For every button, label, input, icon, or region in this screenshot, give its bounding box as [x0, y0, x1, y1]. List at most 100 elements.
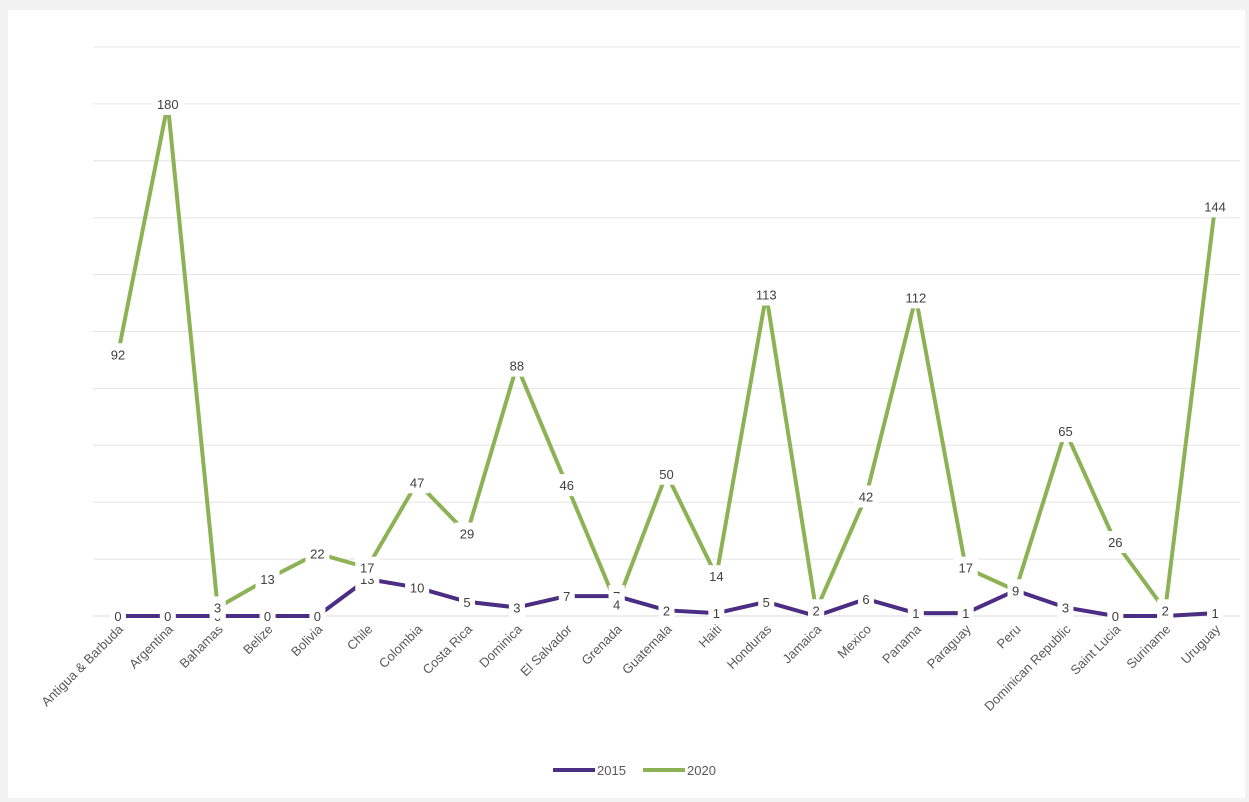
data-label-box: [459, 590, 476, 613]
data-label: 10: [405, 576, 430, 599]
data-label-text: 0: [114, 609, 121, 624]
data-label-text: 29: [460, 526, 474, 541]
x-axis: Antigua & Barbuda Argentina Bahamas Belize B…: [38, 621, 1223, 714]
data-label-text: 10: [410, 581, 424, 596]
data-label: 144: [1199, 195, 1232, 218]
data-label-text: 22: [310, 546, 324, 561]
x-tick-label: Grenada: [578, 621, 625, 668]
series-lines: [115, 101, 1218, 618]
data-label-box: [708, 602, 725, 625]
data-label-text: 0: [164, 609, 171, 624]
data-label-text: 2: [1162, 603, 1169, 618]
x-tick-label: Dominican Republic: [981, 621, 1074, 714]
data-label-text: 46: [560, 478, 574, 493]
legend-item-2020: 2020: [643, 763, 716, 778]
data-label-box: [1207, 602, 1224, 625]
x-tick-label: Peru: [994, 622, 1024, 652]
data-label-box: [405, 576, 430, 599]
data-label-box: [750, 283, 783, 306]
data-label: 47: [405, 471, 430, 494]
x-tick-label: Argentina: [126, 621, 177, 672]
data-label-text: 13: [260, 572, 274, 587]
chart-card: Antigua & Barbuda Argentina Bahamas Belize B…: [8, 10, 1245, 798]
data-label-text: 113: [756, 288, 777, 303]
data-label: 42: [853, 485, 878, 508]
series-line-2020: [115, 101, 1218, 613]
data-label-text: 7: [563, 589, 570, 604]
data-label: 7: [558, 585, 575, 608]
line-chart: Antigua & Barbuda Argentina Bahamas Belize B…: [38, 46, 1240, 778]
legend-item-2015: 2015: [553, 763, 626, 778]
data-label-text: 88: [510, 359, 524, 374]
data-label-box: [654, 462, 679, 485]
x-tick-label: Colombia: [376, 621, 426, 671]
data-label: 112: [899, 286, 932, 309]
legend-label: 2020: [687, 763, 716, 778]
data-label-text: 47: [410, 475, 424, 490]
data-label: 4: [608, 593, 625, 616]
data-label-box: [405, 471, 430, 494]
data-label-box: [1057, 596, 1074, 619]
data-label: 2: [658, 599, 675, 622]
data-label-box: [1199, 195, 1232, 218]
data-label: 180: [151, 92, 184, 115]
data-label-text: 14: [709, 569, 723, 584]
data-label-text: 3: [214, 600, 221, 615]
data-label: 3: [1057, 596, 1074, 619]
data-label-box: [899, 286, 932, 309]
data-label: 17: [953, 556, 978, 579]
data-label: 0: [109, 605, 126, 627]
data-label-text: 92: [111, 347, 125, 362]
x-tick-label: Uruguay: [1178, 621, 1224, 667]
data-label: 5: [459, 590, 476, 613]
data-label-box: [159, 605, 176, 627]
data-label-text: 0: [314, 609, 321, 624]
data-label-box: [857, 587, 874, 610]
data-label-text: 0: [1112, 609, 1119, 624]
data-label-box: [853, 485, 878, 508]
data-label-box: [151, 92, 184, 115]
x-tick-label: Costa Rica: [420, 621, 476, 677]
data-label: 92: [105, 343, 130, 366]
data-label: 0: [159, 605, 176, 627]
x-tick-label: Guatemala: [619, 621, 675, 677]
data-label-text: 112: [905, 290, 926, 305]
data-label: 26: [1103, 531, 1128, 554]
x-tick-label: Dominica: [476, 621, 525, 670]
data-label-text: 3: [1062, 600, 1069, 615]
data-label-text: 144: [1204, 199, 1226, 214]
data-label: 6: [857, 587, 874, 610]
data-label: 5: [758, 590, 775, 613]
gridlines: [93, 46, 1240, 617]
x-tick-label: Panama: [879, 621, 924, 666]
x-tick-label: Suriname: [1123, 622, 1173, 672]
x-tick-label: El Salvador: [517, 621, 575, 679]
data-label-box: [209, 596, 226, 619]
data-label-text: 9: [1012, 583, 1019, 598]
data-label: 1: [708, 602, 725, 625]
data-label-text: 4: [613, 598, 620, 613]
data-label: 3: [508, 596, 525, 619]
data-label-text: 5: [763, 595, 770, 610]
data-label-text: 50: [659, 467, 673, 482]
data-label-text: 1: [962, 606, 969, 621]
data-label-text: 180: [157, 97, 179, 112]
x-tick-label: Haiti: [695, 621, 724, 650]
data-label: 14: [704, 565, 729, 588]
data-label-text: 1: [912, 606, 919, 621]
data-label-box: [259, 605, 276, 627]
data-label-text: 0: [264, 609, 271, 624]
data-label: 1: [907, 602, 924, 625]
data-label-text: 2: [663, 603, 670, 618]
data-label-text: 2: [812, 603, 819, 618]
data-label-text: 1: [713, 606, 720, 621]
data-label: 2: [1157, 599, 1174, 622]
data-label-box: [455, 522, 480, 545]
data-label-box: [1053, 420, 1078, 443]
data-label-text: 26: [1108, 535, 1122, 550]
data-label: 46: [554, 474, 579, 497]
data-label: 50: [654, 462, 679, 485]
data-label-box: [907, 602, 924, 625]
data-label-box: [957, 602, 974, 625]
data-label: 113: [750, 283, 783, 306]
